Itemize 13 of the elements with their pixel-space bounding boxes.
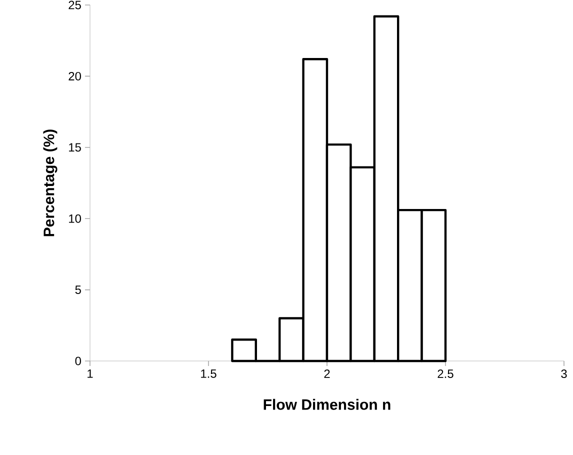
x-axis-title: Flow Dimension n <box>264 398 390 410</box>
x-tick-label: 3 <box>561 370 567 378</box>
y-tick-label: 0 <box>75 356 82 366</box>
x-tick-label: 2.5 <box>438 370 454 378</box>
y-tick-label: 25 <box>68 0 81 10</box>
y-tick-label: 5 <box>75 286 81 294</box>
x-tick-label: 1.5 <box>201 370 216 378</box>
x-tick-label: 2 <box>324 370 330 378</box>
y-tick-label: 20 <box>68 72 82 80</box>
x-tick-label: 1 <box>88 370 93 378</box>
y-tick-label: 15 <box>69 143 81 152</box>
y-axis-title: Percentage (%) <box>43 130 58 236</box>
y-tick-label: 10 <box>69 214 82 223</box>
